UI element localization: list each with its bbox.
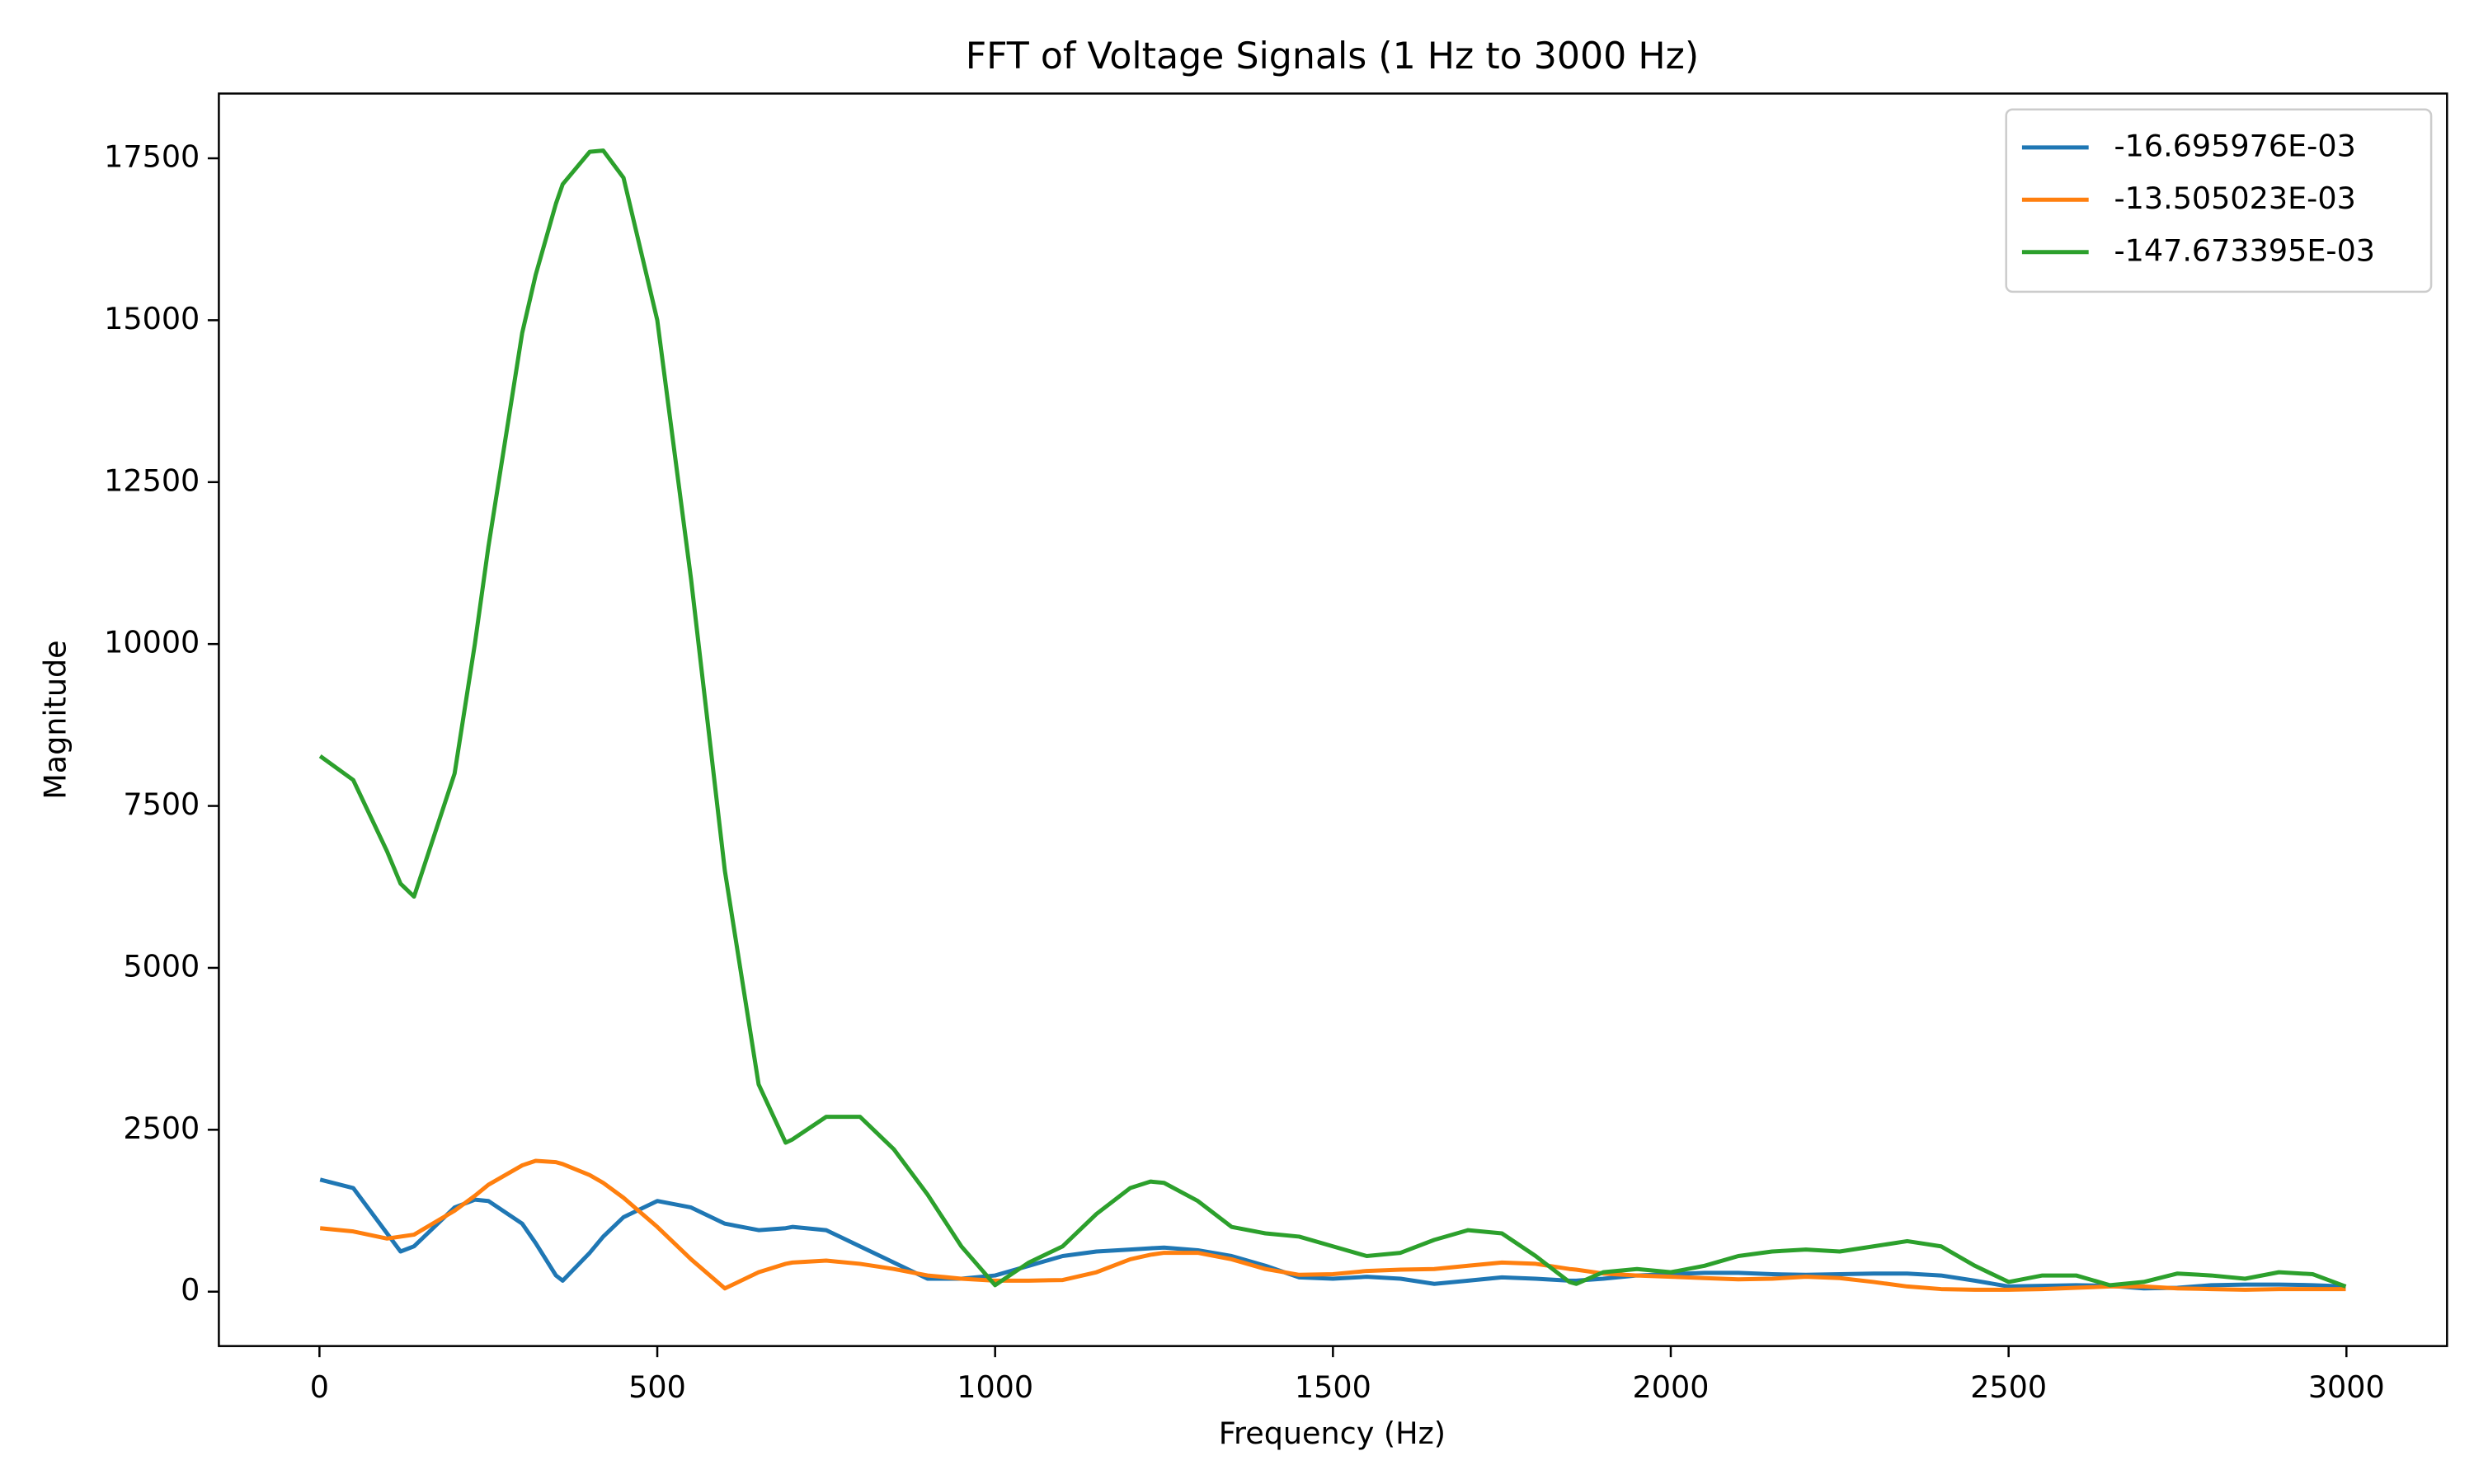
legend-box	[2005, 108, 2433, 294]
legend-label: -13.505023E-03	[2114, 181, 2355, 216]
line-series	[319, 1177, 2346, 1291]
y-axis-label: Magnitude	[38, 640, 73, 799]
y-tick-label: 15000	[104, 301, 200, 336]
legend-label: -16.695976E-03	[2114, 128, 2355, 163]
y-tick-label: 12500	[104, 463, 200, 498]
x-tick-label: 3000	[2308, 1369, 2385, 1405]
x-tick-label: 1500	[1295, 1369, 1371, 1405]
x-tick-label: 500	[628, 1369, 686, 1405]
y-tick-label: 0	[181, 1272, 200, 1308]
legend-label: -147.673395E-03	[2114, 232, 2375, 268]
y-tick-label: 5000	[123, 948, 200, 984]
y-tick-label: 10000	[104, 625, 200, 660]
x-tick-label: 2000	[1633, 1369, 1710, 1405]
y-tick-label: 7500	[123, 787, 200, 822]
x-tick-label: 0	[310, 1369, 329, 1405]
line-series	[318, 148, 2347, 1289]
plot-frame	[218, 92, 2448, 1347]
line-series	[319, 1158, 2346, 1292]
x-tick-label: 2500	[1970, 1369, 2047, 1405]
chart-title: FFT of Voltage Signals (1 Hz to 3000 Hz)	[966, 35, 1699, 77]
y-tick-label: 2500	[123, 1111, 200, 1146]
x-axis-label: Frequency (Hz)	[1219, 1416, 1446, 1451]
x-tick-label: 1000	[957, 1369, 1033, 1405]
y-tick-label: 17500	[104, 139, 200, 175]
